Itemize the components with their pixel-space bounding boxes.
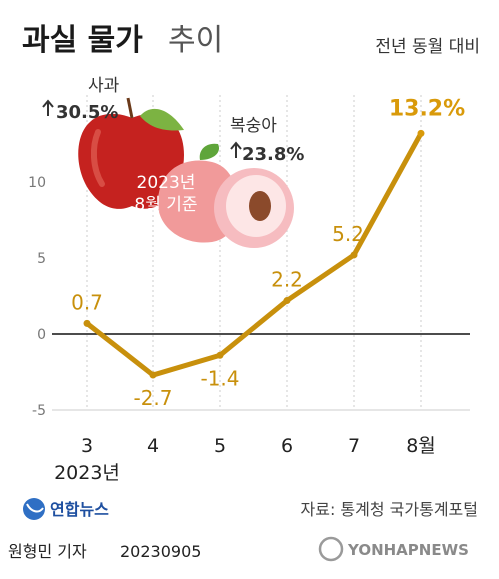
data-label: 13.2% xyxy=(389,96,465,121)
fruit-illustration xyxy=(78,97,294,248)
publish-date: 20230905 xyxy=(120,542,201,561)
x-year-label: 2023년 xyxy=(54,462,120,484)
data-label: 5.2 xyxy=(332,222,364,246)
x-tick-label: 7 xyxy=(348,435,360,457)
x-tick-label: 4 xyxy=(147,435,159,457)
apple-leaf-icon xyxy=(140,108,184,131)
chart-title: 과실 물가 xyxy=(22,23,143,58)
y-tick-label: 0 xyxy=(37,327,46,343)
data-label: 2.2 xyxy=(271,268,303,292)
x-tick-label: 5 xyxy=(214,435,226,457)
reporter-name: 원형민 기자 xyxy=(8,542,87,561)
logo-text: 연합뉴스 xyxy=(50,500,109,519)
apple-stem-icon xyxy=(126,97,134,119)
apple-label: 사과 xyxy=(88,76,120,96)
peach-change: 23.8% xyxy=(242,144,304,165)
data-point xyxy=(149,371,157,379)
data-point xyxy=(83,319,91,327)
data-point xyxy=(350,251,358,259)
yonhapnews-watermark: YONHAPNEWS xyxy=(318,536,469,562)
y-tick-label: 10 xyxy=(28,175,46,191)
data-point xyxy=(216,351,224,359)
base-note-month: 8월 기준 xyxy=(134,195,197,215)
data-point xyxy=(283,297,291,305)
x-tick-label: 6 xyxy=(281,435,293,457)
x-tick-label: 8월 xyxy=(406,435,436,457)
source-text: 자료: 통계청 국가통계포털 xyxy=(301,500,478,519)
watermark-globe-icon xyxy=(318,536,344,562)
peach-leaf-icon xyxy=(199,143,220,160)
globe-icon xyxy=(23,498,45,520)
x-tick-label: 3 xyxy=(81,435,93,457)
series-layer: 0.7 -2.7 -1.4 2.2 5.2 13.2% xyxy=(71,96,465,410)
apple-change: 30.5% xyxy=(56,102,118,123)
chart-title-suffix: 추이 xyxy=(168,23,223,58)
chart-subtitle: 전년 동월 대비 xyxy=(375,37,480,57)
peach-pit-icon xyxy=(249,191,271,221)
base-note-year: 2023년 xyxy=(137,173,196,193)
y-tick-label: -5 xyxy=(32,403,46,419)
watermark-text: YONHAPNEWS xyxy=(347,541,469,559)
y-tick-label: 5 xyxy=(37,251,46,267)
up-arrow-icon xyxy=(42,99,54,116)
grid-layer: 10 5 0 -5 3 4 5 6 7 8월 xyxy=(28,95,470,457)
data-point xyxy=(417,129,425,137)
peach-label: 복숭아 xyxy=(230,116,277,136)
data-label: -2.7 xyxy=(133,386,172,410)
up-arrow-icon xyxy=(230,141,242,158)
series-line xyxy=(84,130,424,378)
yonhap-logo: 연합뉴스 xyxy=(23,498,109,520)
data-label: 0.7 xyxy=(71,290,103,314)
data-label: -1.4 xyxy=(200,366,239,390)
